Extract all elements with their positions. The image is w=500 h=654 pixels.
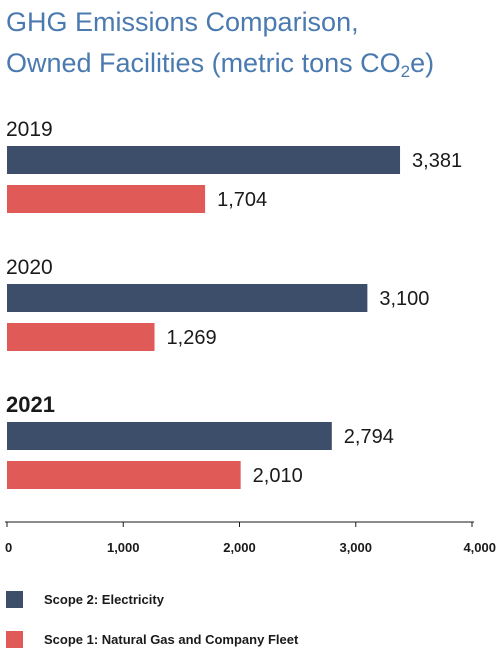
legend-label-scope2: Scope 2: Electricity	[44, 592, 165, 607]
chart-title: GHG Emissions Comparison, Owned Facilitie…	[6, 2, 496, 84]
x-tick-label-2: 2,000	[223, 540, 256, 555]
legend-swatch-scope2	[6, 591, 23, 608]
value-label-scope2-2019: 3,381	[412, 150, 462, 172]
value-label-scope2-2021: 2,794	[344, 426, 394, 448]
value-label-scope1-2019: 1,704	[217, 189, 267, 211]
bar-scope1-2019	[7, 185, 206, 213]
title-line-2: Owned Facilities (metric tons CO	[6, 48, 401, 78]
title-subscript: 2	[400, 62, 411, 81]
value-label-scope1-2021: 2,010	[253, 465, 303, 487]
bar-scope1-2020	[7, 323, 155, 351]
year-label-2019: 2019	[6, 118, 53, 141]
x-tick-label-1: 1,000	[107, 540, 140, 555]
title-line-2-end: e)	[410, 48, 435, 78]
bar-scope2-2019	[7, 146, 401, 174]
legend-label-scope1: Scope 1: Natural Gas and Company Fleet	[44, 632, 299, 647]
title-line-1: GHG Emissions Comparison,	[6, 7, 359, 37]
bar-scope1-2021	[7, 461, 241, 489]
year-label-2020: 2020	[6, 256, 53, 279]
x-tick-label-4: 4,000	[463, 540, 496, 555]
year-label-2021: 2021	[6, 392, 55, 417]
legend-swatch-scope1	[6, 631, 23, 648]
value-label-scope1-2020: 1,269	[167, 327, 217, 349]
bar-scope2-2021	[7, 422, 332, 450]
x-tick-label-0: 0	[5, 540, 12, 555]
value-label-scope2-2020: 3,100	[379, 288, 429, 310]
x-tick-label-3: 3,000	[339, 540, 372, 555]
bar-scope2-2020	[7, 284, 368, 312]
